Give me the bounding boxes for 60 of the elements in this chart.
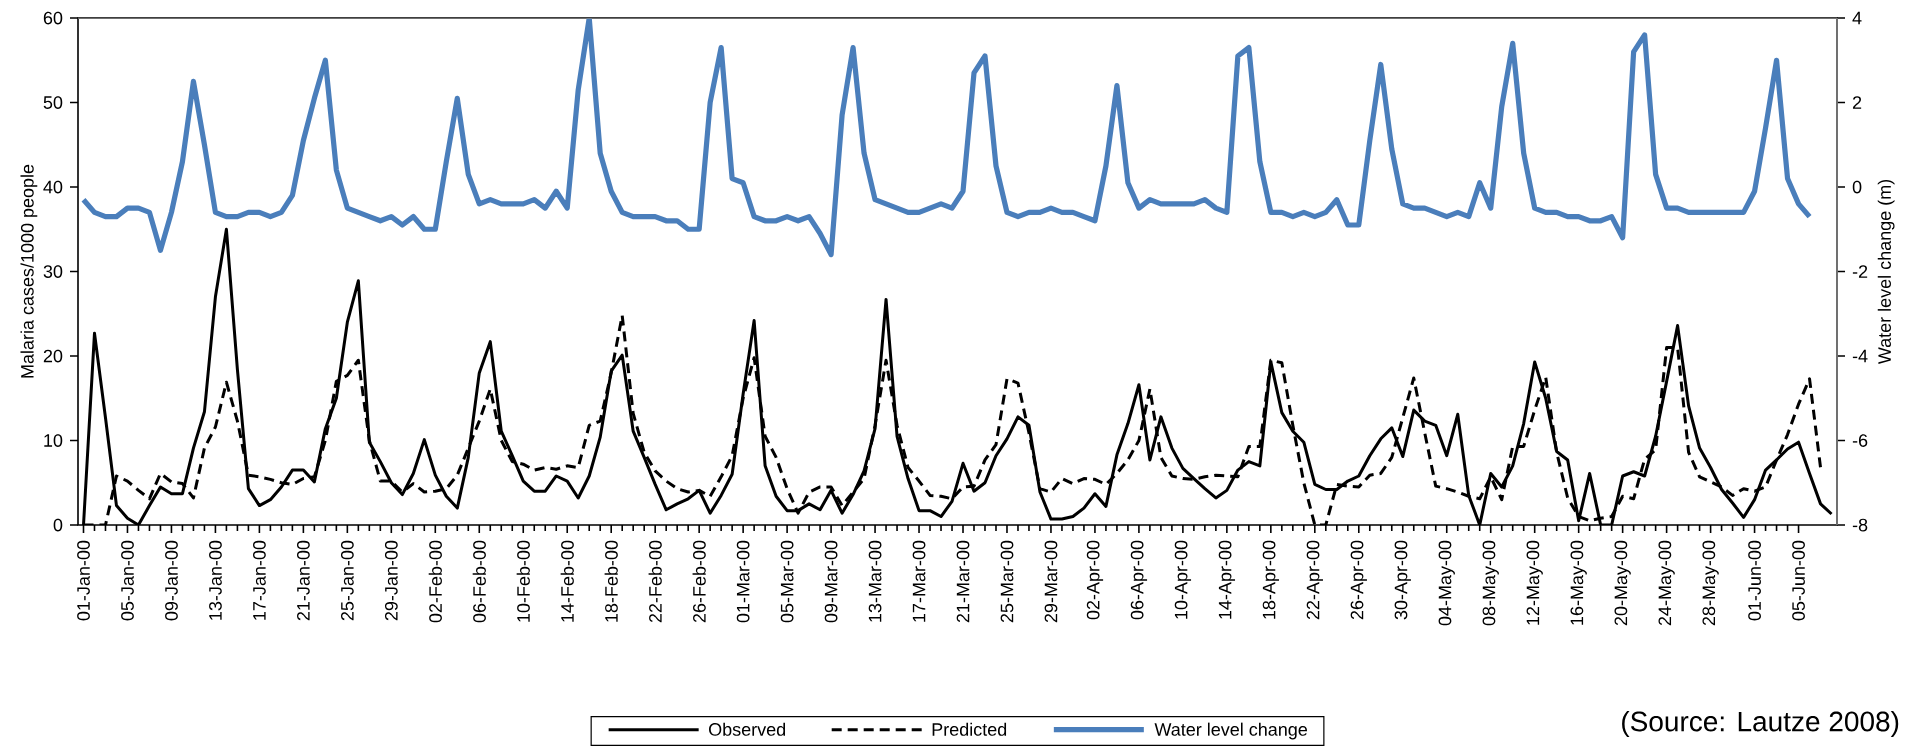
x-tick-label: 06-Apr-00: [1130, 540, 1148, 620]
legend-label: Water level change: [1154, 722, 1308, 740]
y2-tick-label: 0: [1852, 180, 1862, 194]
x-tick-label: 17-Mar-00: [912, 540, 926, 622]
x-tick-label: 29-Mar-00: [1044, 540, 1058, 623]
x-tick-label: 25-Jan-00: [340, 540, 354, 621]
x-tick-label: 18-Feb-00: [604, 540, 618, 622]
x-tick-label: 01-Jan-00: [77, 540, 90, 621]
x-tick-label: 14-Apr-00: [1218, 540, 1236, 619]
y2-tick-label: -8: [1852, 518, 1868, 532]
x-tick-label: 01-Mar-00: [736, 540, 750, 623]
x-tick-label: 25-Mar-00: [1000, 540, 1014, 623]
x-tick-label: 13-Jan-00: [209, 540, 222, 620]
y2-tick-label: 2: [1852, 96, 1862, 109]
x-tick-label: 17-Jan-00: [253, 540, 266, 620]
x-tick-label: 10-Feb-00: [516, 540, 530, 622]
x-tick-label: 14-Feb-00: [560, 540, 574, 622]
x-tick-label: 29-Jan-00: [384, 540, 398, 621]
x-tick-label: 16-May-00: [1570, 540, 1587, 625]
x-tick-label: 28-May-00: [1702, 540, 1719, 626]
x-tick-label: 20-May-00: [1614, 540, 1631, 626]
x-tick-label: 08-May-00: [1482, 540, 1499, 626]
y-tick-label: 50: [43, 96, 63, 109]
y-tick-label: 30: [43, 265, 63, 278]
x-tick-label: 02-Apr-00: [1086, 540, 1104, 620]
x-tick-label: 22-Feb-00: [648, 540, 662, 623]
x-tick-label: 26-Feb-00: [692, 540, 706, 623]
x-tick-label: 22-Apr-00: [1306, 540, 1323, 620]
x-tick-label: 24-May-00: [1658, 540, 1675, 626]
y2-tick-label: -4: [1852, 349, 1868, 363]
x-tick-label: 05-Jun-00: [1792, 540, 1805, 621]
legend-label: Predicted: [932, 722, 1007, 736]
y2-tick-label: 4: [1852, 11, 1862, 25]
x-tick-label: 06-Feb-00: [472, 540, 486, 623]
x-tick-label: 26-Apr-00: [1350, 540, 1367, 620]
x-tick-label: 05-Jan-00: [121, 540, 134, 621]
x-tick-label: 04-May-00: [1438, 540, 1455, 626]
x-tick-label: 01-Jun-00: [1748, 540, 1761, 621]
y-axis-title: Malaria cases/1000 people: [20, 164, 38, 378]
y-tick-label: 0: [53, 518, 63, 532]
legend-label: Observed: [709, 722, 786, 736]
y2-tick-label: -6: [1852, 434, 1868, 447]
x-tick-label: 09-Jan-00: [165, 540, 178, 621]
y-tick-label: 20: [43, 349, 63, 363]
x-tick-label: 05-Mar-00: [780, 540, 794, 623]
y-tick-label: 10: [44, 434, 63, 447]
x-tick-label: 21-Mar-00: [956, 540, 970, 623]
x-tick-label: 18-Apr-00: [1262, 540, 1280, 619]
x-tick-label: 10-Apr-00: [1174, 540, 1192, 619]
y2-tick-label: -2: [1852, 265, 1868, 278]
x-tick-label: 02-Feb-00: [428, 540, 442, 623]
text: (Source: Lautze 2008): [1622, 710, 1899, 737]
y2-axis-title: Water level change (m): [1877, 179, 1895, 365]
x-tick-label: 09-Mar-00: [824, 540, 838, 623]
x-tick-label: 30-Apr-00: [1394, 540, 1411, 620]
x-tick-label: 12-May-00: [1526, 540, 1543, 625]
x-tick-label: 13-Mar-00: [868, 540, 882, 622]
y-tick-label: 60: [43, 11, 63, 25]
x-tick-label: 21-Jan-00: [297, 540, 310, 621]
y-tick-label: 40: [43, 180, 63, 194]
